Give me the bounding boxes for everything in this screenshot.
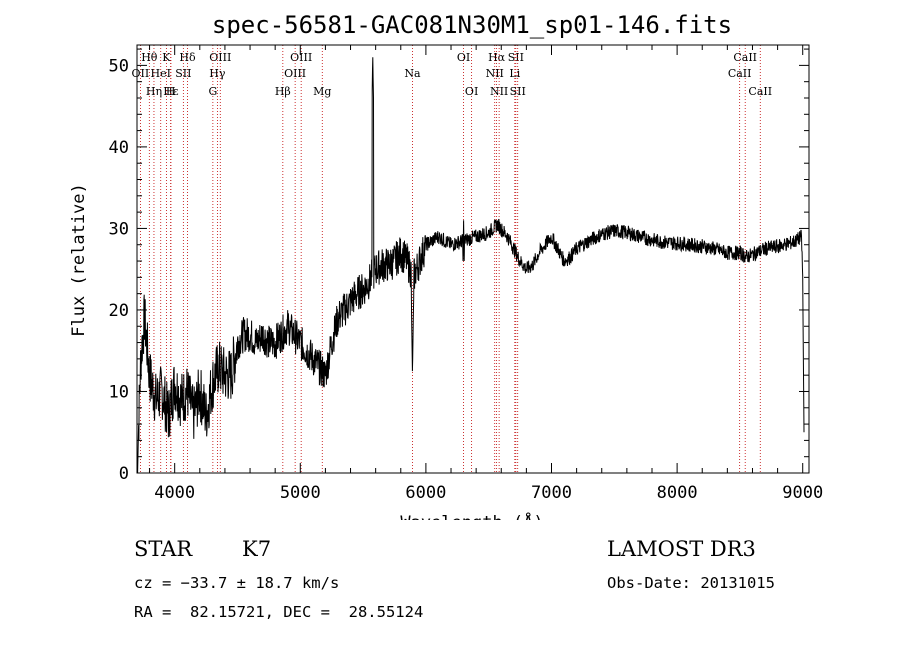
line-marker-label: OIII bbox=[284, 67, 306, 80]
chart-title: spec-56581-GAC081N30M1_sp01-146.fits bbox=[212, 11, 732, 39]
line-marker-label: K bbox=[162, 51, 171, 64]
y-tick-label: 20 bbox=[109, 301, 129, 321]
y-tick-label: 0 bbox=[119, 464, 129, 484]
line-marker-label: OIII bbox=[209, 51, 231, 64]
object-class: STAR bbox=[134, 537, 193, 561]
line-marker-label: SII bbox=[508, 51, 524, 64]
line-marker-label: SII bbox=[175, 67, 191, 80]
line-marker-label: Li bbox=[509, 67, 520, 80]
y-tick-label: 50 bbox=[109, 56, 129, 76]
line-marker-label: HeI bbox=[151, 67, 171, 80]
redshift-velocity: cz = −33.7 ± 18.7 km/s bbox=[134, 574, 340, 592]
observation-date: Obs-Date: 20131015 bbox=[607, 574, 775, 592]
line-marker-label: Hγ bbox=[209, 67, 226, 80]
line-marker-label: Mg bbox=[313, 85, 331, 98]
line-marker-label: CaII bbox=[733, 51, 757, 64]
line-marker-label: OII bbox=[132, 67, 150, 80]
line-marker-label: H bbox=[166, 85, 176, 98]
y-axis-label: Flux (relative) bbox=[69, 183, 89, 337]
line-marker-label: Hα bbox=[488, 51, 506, 64]
line-marker-label: Hθ bbox=[141, 51, 158, 64]
plot-frame bbox=[136, 44, 810, 474]
line-marker-label: NII bbox=[490, 85, 508, 98]
x-tick-label: 9000 bbox=[782, 483, 823, 503]
line-marker-label: Na bbox=[404, 67, 421, 80]
line-marker-label: OIII bbox=[290, 51, 312, 64]
line-marker-label: Hε bbox=[163, 85, 179, 98]
x-tick-label: 6000 bbox=[405, 483, 446, 503]
line-markers: Hθ OII Hε K HeI Hη Hδ SII H OIII Hγ G OIII OIII Hβ Mg Na… bbox=[132, 45, 772, 473]
line-marker-label: NII bbox=[486, 67, 504, 80]
survey-name: LAMOST DR3 bbox=[607, 537, 756, 561]
spectrum-line bbox=[136, 57, 805, 474]
sky-coordinates: RA = 82.15721, DEC = 28.55124 bbox=[134, 603, 424, 621]
line-marker-label: OI bbox=[457, 51, 470, 64]
x-tick-label: 5000 bbox=[280, 483, 321, 503]
object-subclass: K7 bbox=[242, 537, 272, 561]
x-tick-label: 4000 bbox=[154, 483, 195, 503]
line-marker-label: SII bbox=[510, 85, 526, 98]
y-tick-label: 40 bbox=[109, 138, 129, 158]
x-axis-label: Wavelength (Å) bbox=[400, 511, 543, 520]
x-tick-label: 8000 bbox=[657, 483, 698, 503]
y-tick-label: 10 bbox=[109, 382, 129, 402]
axis-ticks: 4000 5000 6000 7000 8000 9000 0 10 20 30 40 50 bbox=[109, 45, 823, 503]
line-marker-label: Hη bbox=[146, 85, 162, 98]
line-marker-label: OI bbox=[465, 85, 478, 98]
line-marker-label: CaII bbox=[728, 67, 752, 80]
x-tick-label: 7000 bbox=[531, 483, 572, 503]
y-tick-label: 30 bbox=[109, 219, 129, 239]
line-marker-label: G bbox=[208, 85, 217, 98]
line-marker-label: Hδ bbox=[179, 51, 196, 64]
spectrum-chart: spec-56581-GAC081N30M1_sp01-146.fits Hθ O… bbox=[69, 11, 823, 520]
line-marker-label: CaII bbox=[748, 85, 772, 98]
line-marker-label: Hβ bbox=[275, 85, 291, 98]
